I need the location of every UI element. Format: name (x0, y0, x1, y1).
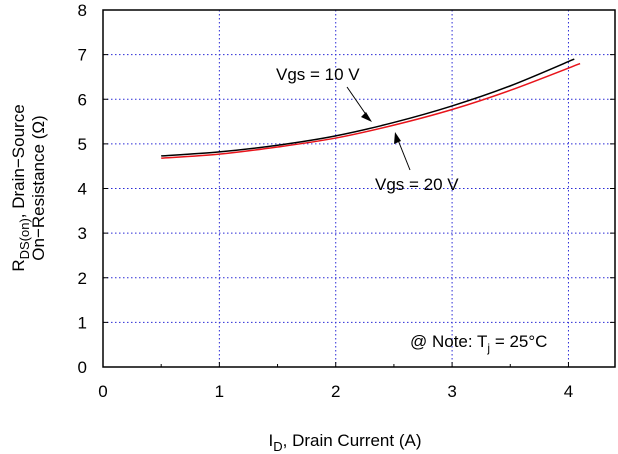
series-line-2 (161, 62, 581, 159)
y-axis-title-line2: On−Resistance (Ω) (29, 115, 48, 260)
y-tick-label: 0 (78, 358, 87, 377)
ylabel-main: R (9, 259, 28, 271)
y-axis-title-line1: RDS(on), Drain−Source (9, 104, 32, 271)
xlabel-main: I (269, 431, 274, 450)
vgs10-label: Vgs = 10 V (276, 65, 360, 84)
y-tick-label: 1 (78, 313, 87, 332)
xlabel-sub: D (273, 439, 282, 454)
y-tick-label: 3 (78, 224, 87, 243)
series-lines (161, 58, 581, 159)
xlabel-rest: , Drain Current (A) (283, 431, 422, 450)
vgs10-arrow-line (346, 86, 368, 117)
note-rest: = 25°C (490, 332, 547, 351)
grid-lines (103, 10, 615, 367)
vgs20-arrow-head (394, 132, 401, 144)
x-tick-label: 4 (564, 382, 573, 401)
vgs20-arrow-line (397, 139, 411, 171)
vgs10-arrow-head (361, 112, 372, 122)
temperature-note: @ Note: Tj = 25°C (410, 332, 547, 355)
y-tick-label: 4 (78, 180, 87, 199)
x-tick-label: 3 (447, 382, 456, 401)
x-tick-label: 0 (98, 382, 107, 401)
y-tick-label: 2 (78, 269, 87, 288)
x-tick-label: 2 (331, 382, 340, 401)
y-tick-label: 8 (78, 1, 87, 20)
series-line-1 (161, 58, 575, 157)
y-tick-label: 6 (78, 90, 87, 109)
axis-ticks: 0 1 2 3 4 0 1 2 3 4 5 6 7 8 (78, 1, 615, 401)
x-axis-title: ID, Drain Current (A) (269, 431, 422, 454)
y-tick-label: 7 (78, 46, 87, 65)
y-tick-label: 5 (78, 135, 87, 154)
note-main: @ Note: T (410, 332, 487, 351)
note-sub: j (486, 341, 490, 355)
ylabel-rest: , Drain−Source (9, 104, 28, 218)
vgs20-label: Vgs = 20 V (375, 175, 459, 194)
ylabel-sub: DS(on) (17, 218, 32, 259)
x-tick-label: 1 (215, 382, 224, 401)
